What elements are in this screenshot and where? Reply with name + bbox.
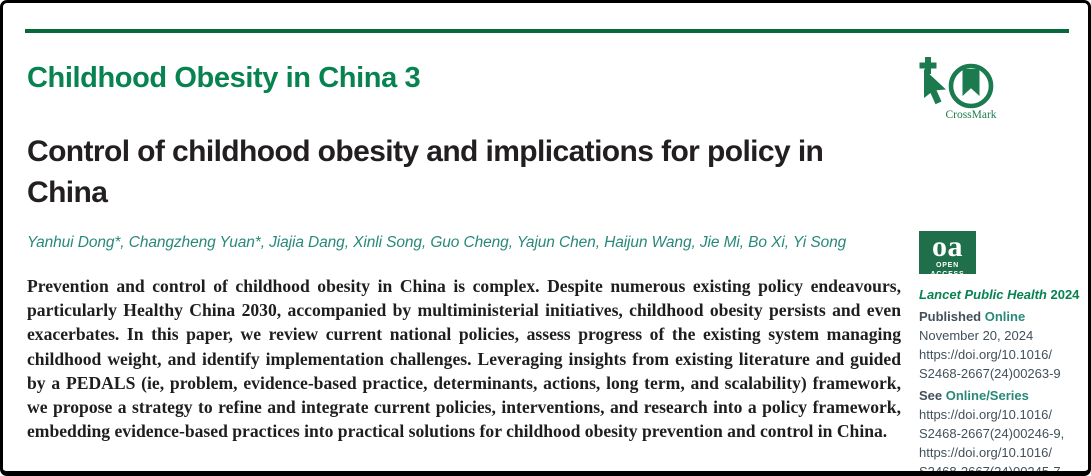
doi-published-line2[interactable]: S2468-2667(24)00263-9 <box>919 366 1061 381</box>
published-label: Published <box>919 309 985 324</box>
crossmark-ring <box>948 63 994 109</box>
see-online-series-link[interactable]: Online/Series <box>945 388 1029 403</box>
doi-series-line4[interactable]: S2468-2667(24)00245-7 <box>919 464 1061 476</box>
series-title: Childhood Obesity in China 3 <box>27 62 421 94</box>
abstract-paragraph: Prevention and control of childhood obes… <box>27 276 901 442</box>
doi-series-line2[interactable]: S2468-2667(24)00246-9, <box>919 426 1065 441</box>
crossmark-button[interactable]: CrossMark <box>916 55 1000 125</box>
journal-year: 2024 <box>1046 287 1080 302</box>
see-label: See <box>919 388 946 403</box>
article-title: Control of childhood obesity and implica… <box>27 131 907 213</box>
doi-series-line3[interactable]: https://doi.org/10.1016/ <box>919 445 1052 460</box>
open-access-abbr: oa <box>932 230 963 263</box>
citation-sidebar: Lancet Public Health 2024 Published Onli… <box>919 285 1088 476</box>
open-access-badge: oa OPEN ACCESS <box>919 230 976 278</box>
article-title-line2: China <box>27 176 108 209</box>
journal-name: Lancet Public Health <box>919 287 1047 302</box>
cursor-icon <box>924 69 946 105</box>
top-divider-rule <box>25 29 1069 33</box>
published-online-line: Published Online <box>919 307 1088 326</box>
crossmark-icon: CrossMark <box>919 57 997 121</box>
see-online-series-line: See Online/Series <box>919 386 1088 405</box>
published-online-link[interactable]: Online <box>984 309 1026 324</box>
journal-citation: Lancet Public Health 2024 <box>919 285 1088 304</box>
doi-published-line1[interactable]: https://doi.org/10.1016/ <box>919 347 1052 362</box>
article-title-line1: Control of childhood obesity and implica… <box>27 135 824 168</box>
published-date: November 20, 2024 <box>919 328 1034 343</box>
author-list: Yanhui Dong*, Changzheng Yuan*, Jiajia D… <box>27 234 847 251</box>
open-access-caption: OPEN ACCESS <box>930 262 965 278</box>
bookmark-icon <box>962 69 980 96</box>
crossmark-label: CrossMark <box>945 109 996 121</box>
doi-series-line1[interactable]: https://doi.org/10.1016/ <box>919 407 1052 422</box>
plus-icon-bar <box>919 62 937 69</box>
